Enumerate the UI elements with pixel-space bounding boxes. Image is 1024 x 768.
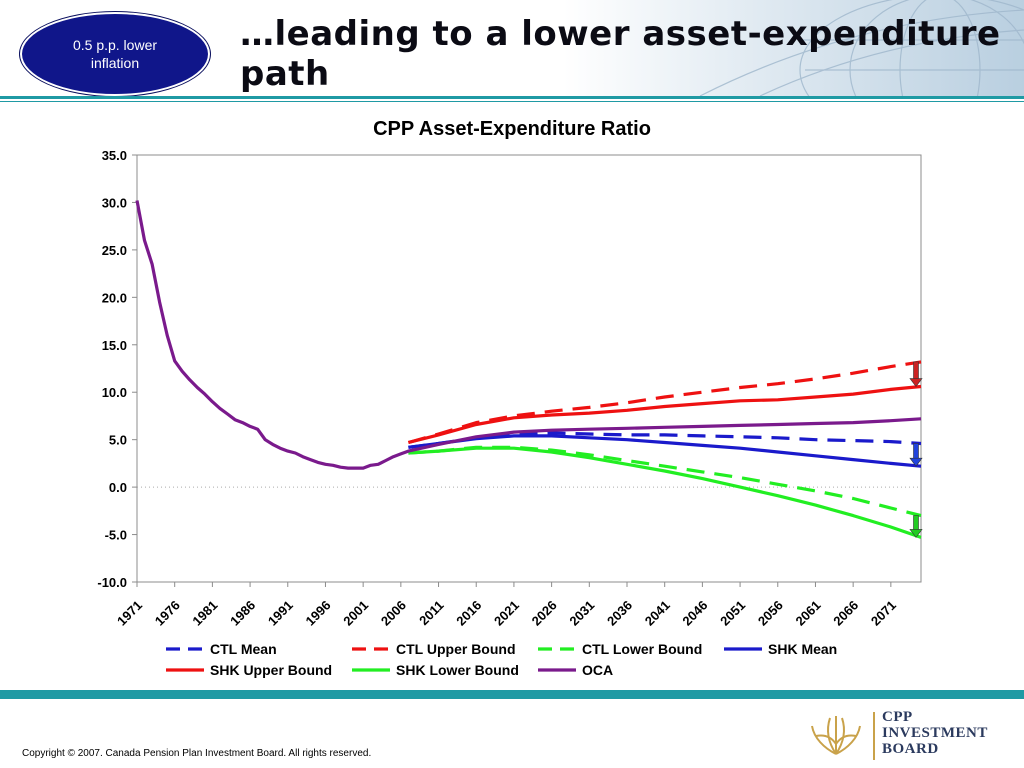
- x-tick-label: 2001: [340, 598, 371, 629]
- y-tick-label: 15.0: [102, 338, 127, 353]
- x-tick-label: 2051: [717, 598, 748, 629]
- logo-text: CPP INVESTMENT BOARD: [882, 709, 988, 757]
- y-tick-label: 10.0: [102, 385, 127, 400]
- asset-expenditure-chart: 35.0 30.0 25.0 20.0 15.0 10.0 5.0 0.0 -5.0 -10.0 1…: [97, 148, 923, 678]
- x-tick-label: 2016: [453, 598, 484, 629]
- header-rule-thin: [0, 101, 1024, 102]
- y-tick-label: 20.0: [102, 290, 127, 305]
- logo-line-2: INVESTMENT: [882, 725, 988, 741]
- copyright-text: Copyright © 2007. Canada Pension Plan In…: [22, 748, 372, 759]
- slide-title: …leading to a lower asset-expenditure pa…: [240, 14, 1001, 94]
- x-tick-label: 2021: [491, 598, 522, 629]
- footer-rule: [0, 690, 1024, 699]
- reduction-arrow-shaft: [913, 361, 919, 380]
- x-tick-label: 1996: [303, 598, 334, 629]
- y-tick-label: 30.0: [102, 195, 127, 210]
- x-tick-label: 2031: [566, 598, 597, 629]
- reduction-arrow-head: [909, 457, 923, 467]
- x-tick-label: 1991: [265, 598, 296, 629]
- series-line-ctl-lower-bound: [408, 445, 922, 518]
- x-tick-label: 1971: [114, 598, 145, 629]
- x-tick-label: 1981: [189, 598, 220, 629]
- header-band: 0.5 p.p. lower inflation …leading to a l…: [0, 0, 1024, 96]
- reduction-arrow-shaft: [913, 515, 919, 531]
- y-tick-label: 25.0: [102, 243, 127, 258]
- logo-line-1: CPP: [882, 709, 913, 725]
- legend-label: SHK Lower Bound: [396, 662, 519, 678]
- x-tick-label: 2041: [642, 598, 673, 629]
- x-tick-label: 2061: [793, 598, 824, 629]
- x-tick-label: 1986: [227, 598, 258, 629]
- x-tick-label: 2066: [830, 598, 861, 629]
- legend-label: SHK Mean: [768, 641, 837, 657]
- x-tick-label: 1976: [152, 598, 183, 629]
- x-tick-label: 2036: [604, 598, 635, 629]
- inflation-badge: 0.5 p.p. lower inflation: [20, 12, 210, 96]
- x-tick-label: 2006: [378, 598, 409, 629]
- legend-label: CTL Lower Bound: [582, 641, 702, 657]
- header-rule: [0, 96, 1024, 99]
- reduction-arrow-shaft: [913, 443, 919, 460]
- series-line-shk-mean: [408, 434, 922, 468]
- reduction-arrow-head: [909, 529, 923, 538]
- x-tick-label: 2011: [416, 598, 447, 629]
- legend-label: CTL Mean: [210, 641, 277, 657]
- cpp-logo-icon: [811, 712, 875, 760]
- x-tick-label: 2056: [755, 598, 786, 629]
- legend-label: CTL Upper Bound: [396, 641, 516, 657]
- reduction-arrow-head: [909, 378, 923, 388]
- x-tick-label: 2026: [529, 598, 560, 629]
- series-line-shk-lower-bound: [408, 446, 922, 539]
- series-line-ctl-upper-bound: [407, 360, 922, 445]
- logo-line-3: BOARD: [882, 741, 939, 757]
- series-line-shk-upper-bound: [408, 384, 922, 445]
- y-tick-label: 5.0: [109, 433, 127, 448]
- badge-text: 0.5 p.p. lower inflation: [72, 37, 158, 71]
- chart-title: CPP Asset-Expenditure Ratio: [373, 118, 651, 140]
- plot-area: [136, 154, 922, 583]
- legend-label: SHK Upper Bound: [210, 662, 332, 678]
- series-line-oca: [135, 200, 922, 470]
- legend-label: OCA: [582, 662, 613, 678]
- y-tick-label: 35.0: [102, 148, 127, 163]
- series-line-ctl-mean: [408, 431, 922, 449]
- y-tick-label: -10.0: [97, 575, 127, 590]
- y-tick-label: 0.0: [109, 480, 127, 495]
- y-tick-label: -5.0: [105, 528, 127, 543]
- x-tick-label: 2071: [868, 598, 899, 629]
- x-tick-label: 2046: [679, 598, 710, 629]
